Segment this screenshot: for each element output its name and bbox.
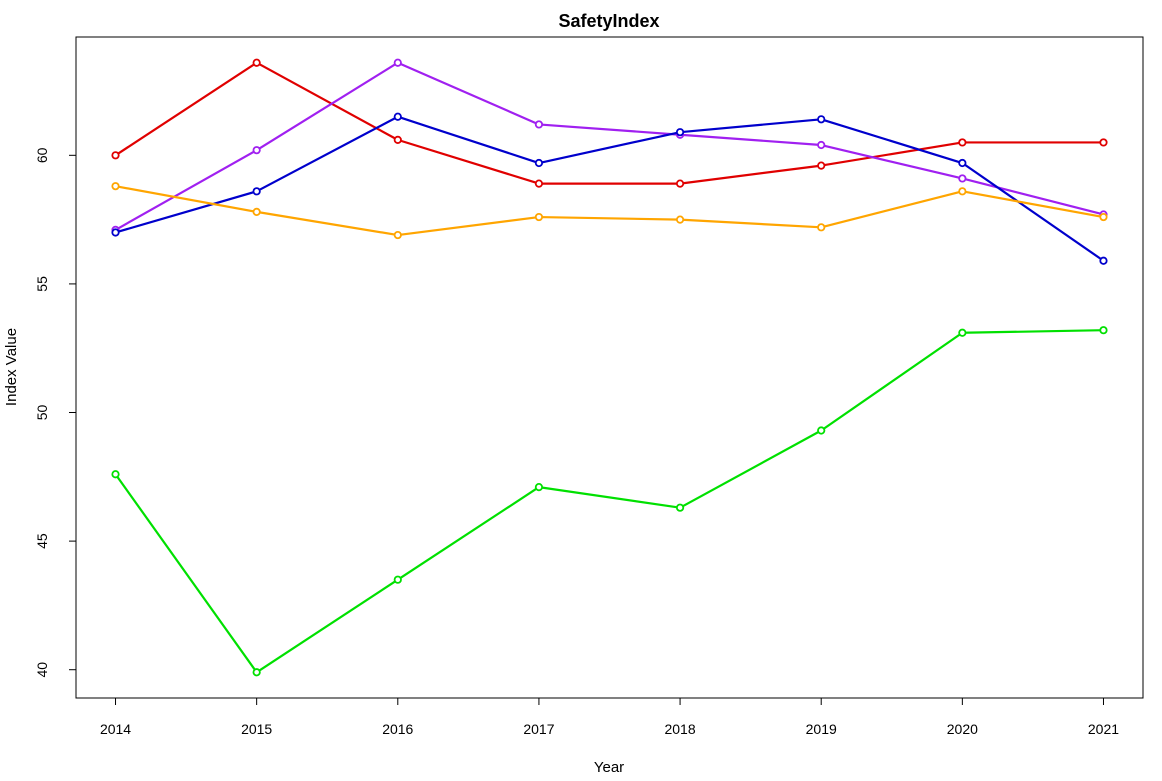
data-point [817, 115, 826, 124]
data-point [252, 668, 261, 677]
series-2 [111, 58, 1108, 234]
x-axis: 2014 2015 2016 2017 2018 2019 2020 2021 [100, 698, 1119, 737]
data-point [111, 470, 120, 479]
data-point [1099, 256, 1108, 265]
data-point [1099, 212, 1108, 222]
data-point [393, 112, 402, 121]
x-tick-label: 2015 [241, 721, 272, 737]
data-point [534, 212, 544, 222]
data-point [817, 426, 826, 435]
data-point [1099, 326, 1108, 335]
data-point [111, 151, 120, 160]
data-point [958, 138, 967, 147]
y-axis: 40 45 50 55 60 [34, 147, 76, 677]
x-axis-label: Year [594, 759, 624, 776]
data-point [958, 158, 967, 168]
x-tick-label: 2019 [806, 721, 837, 737]
series-line [114, 61, 1104, 185]
y-tick-label: 40 [34, 662, 50, 678]
chart-title: SafetyIndex [558, 11, 659, 31]
series-group [111, 58, 1108, 677]
data-point [252, 187, 261, 196]
data-point [958, 174, 967, 183]
data-point [252, 207, 261, 216]
data-point [534, 120, 544, 129]
x-tick-label: 2018 [664, 721, 695, 737]
data-point [817, 223, 826, 232]
data-point [393, 575, 402, 584]
data-point [393, 58, 402, 67]
data-point [958, 328, 967, 337]
data-point [393, 230, 402, 240]
data-point [675, 128, 685, 137]
series-line [114, 329, 1104, 674]
x-tick-label: 2021 [1088, 721, 1119, 737]
y-tick-label: 45 [34, 533, 50, 549]
x-tick-label: 2016 [382, 721, 413, 737]
y-tick-label: 50 [34, 405, 50, 421]
series-line [114, 61, 1104, 231]
data-point [675, 179, 685, 188]
data-point [252, 58, 261, 67]
y-tick-label: 55 [34, 276, 50, 292]
data-point [1099, 138, 1108, 147]
data-point [958, 187, 967, 196]
x-tick-label: 2017 [523, 721, 554, 737]
data-point [817, 140, 826, 150]
data-point [534, 179, 544, 188]
series-line [115, 185, 1104, 237]
data-point [393, 135, 402, 144]
data-point [817, 161, 826, 170]
series-4 [111, 182, 1108, 240]
x-tick-label: 2020 [947, 721, 978, 737]
series-line [115, 115, 1105, 262]
x-tick-label: 2014 [100, 721, 131, 737]
data-point [675, 215, 685, 224]
y-axis-label: Index Value [3, 328, 20, 406]
data-point [534, 482, 544, 492]
y-tick-label: 60 [34, 147, 50, 163]
data-point [111, 182, 120, 191]
series-5 [111, 326, 1108, 677]
data-point [111, 228, 120, 237]
series-1 [111, 58, 1108, 188]
series-3 [111, 112, 1108, 265]
data-point [675, 503, 685, 512]
data-point [534, 158, 544, 168]
data-point [252, 146, 261, 155]
plot-frame [75, 36, 1144, 699]
